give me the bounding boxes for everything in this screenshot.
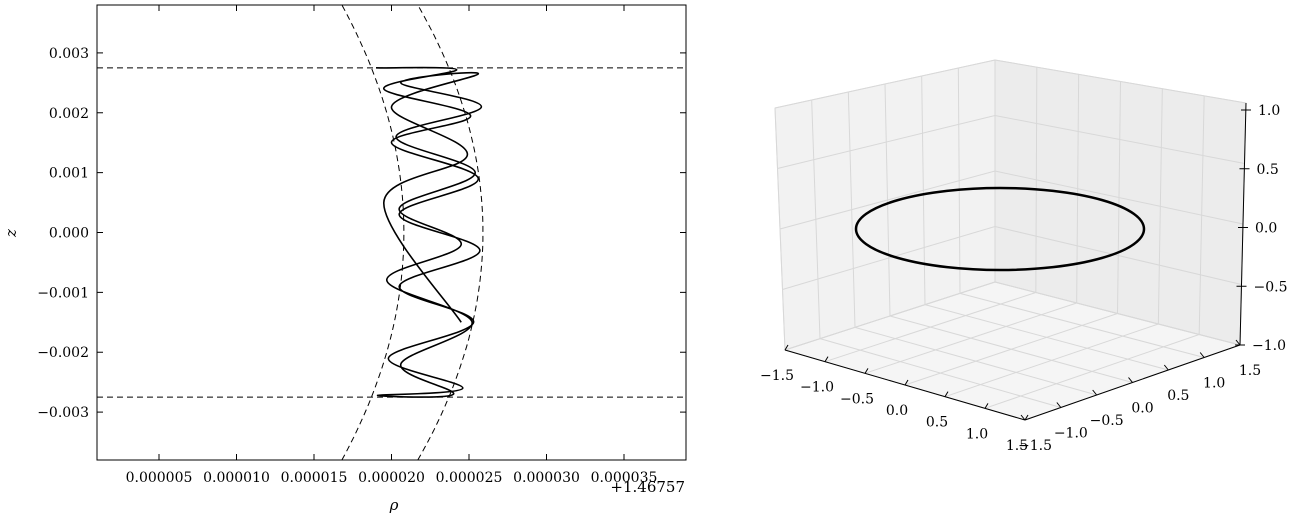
y3d-tick — [1128, 377, 1133, 383]
inner-bound-curve — [341, 5, 405, 460]
left-y-axis-label: z — [2, 229, 20, 238]
y3d-tick — [1020, 414, 1026, 421]
z-axis-3d — [1239, 102, 1247, 346]
trajectory-line — [375, 66, 483, 398]
y3d-tick-label: −0.5 — [1090, 413, 1124, 429]
z3d-tick-label: −0.5 — [1254, 279, 1288, 295]
left-x-offset-label: +1.46757 — [610, 478, 685, 496]
x3d-tick-label: 0.0 — [886, 403, 908, 419]
left-plot: 0.000005 0.000010 0.000015 0.000020 0.000025… — [2, 4, 687, 514]
y-tick-label: 0.000 — [49, 226, 89, 242]
x3d-tick-label: −1.5 — [760, 368, 794, 384]
y3d-tick-label: 1.5 — [1239, 363, 1261, 379]
left-plot-area — [97, 5, 686, 460]
y-tick-label: −0.003 — [37, 405, 89, 421]
grid-line — [784, 281, 1241, 351]
x3d-tick-label: −0.5 — [840, 391, 874, 407]
z3d-tick-label: 0.0 — [1255, 221, 1277, 237]
y3d-tick-label: 0.5 — [1167, 388, 1189, 404]
x-tick-label: 0.000020 — [358, 470, 425, 486]
x3d-tick — [784, 344, 789, 351]
y-tick-label: −0.002 — [37, 345, 89, 361]
x-tick-label: 0.000010 — [203, 470, 270, 486]
x-tick-label: 0.000025 — [436, 470, 503, 486]
left-x-ticks: 0.000005 0.000010 0.000015 0.000020 0.000025… — [126, 5, 658, 486]
x-tick-label: 0.000015 — [281, 470, 348, 486]
y-tick-label: −0.001 — [37, 285, 89, 301]
left-x-axis-label: ρ — [389, 496, 399, 514]
y-tick-label: 0.001 — [49, 166, 89, 182]
y3d-tick — [1056, 402, 1062, 408]
circle-orbit — [854, 186, 1146, 272]
grid-line — [959, 292, 1205, 358]
y3d-tick-label: −1.5 — [1018, 438, 1052, 454]
x3d-tick — [904, 379, 909, 386]
z3d-tick-label: 1.0 — [1258, 103, 1280, 119]
x-tick-label: 0.000005 — [126, 470, 193, 486]
y3d-tick — [1199, 352, 1205, 358]
x3d-tick-label: 0.5 — [926, 415, 948, 431]
x3d-tick — [824, 356, 829, 362]
grid-line — [779, 170, 1244, 230]
z3d-tick-label: −1.0 — [1252, 338, 1286, 354]
y3d-tick — [1235, 339, 1241, 346]
y3d-tick-label: −1.0 — [1054, 426, 1088, 442]
grid-line — [777, 114, 1245, 169]
ticks-3d: −1.5−1.0−0.50.00.51.01.5−1.5−1.0−0.50.00… — [760, 103, 1288, 454]
right-plot-3d: −1.5−1.0−0.50.00.51.01.5−1.5−1.0−0.50.00… — [760, 59, 1288, 454]
y-tick-label: 0.003 — [49, 46, 89, 62]
x-tick-label: 0.000035 — [591, 470, 658, 486]
x3d-tick-label: −1.0 — [800, 380, 834, 396]
x3d-tick — [1024, 414, 1029, 421]
x-tick-label: 0.000030 — [513, 470, 580, 486]
x3d-tick — [984, 403, 989, 409]
x3d-tick-label: 1.5 — [1006, 438, 1028, 454]
y-tick-label: 0.002 — [49, 106, 89, 122]
y3d-tick — [1163, 364, 1169, 371]
z3d-tick-label: 0.5 — [1257, 162, 1279, 178]
y3d-tick-label: 0.0 — [1131, 401, 1153, 417]
x3d-tick-label: 1.0 — [966, 426, 988, 442]
x3d-tick — [864, 368, 869, 374]
y3d-tick — [1092, 389, 1098, 396]
left-plot-frame — [96, 4, 687, 461]
x3d-tick — [944, 391, 949, 397]
left-y-ticks: 0.003 0.002 0.001 0.000 −0.001 −0.002 −0.003 — [37, 46, 686, 421]
grid-line — [774, 59, 1247, 109]
grid-line — [782, 225, 1242, 290]
y3d-tick-label: 1.0 — [1203, 376, 1225, 392]
